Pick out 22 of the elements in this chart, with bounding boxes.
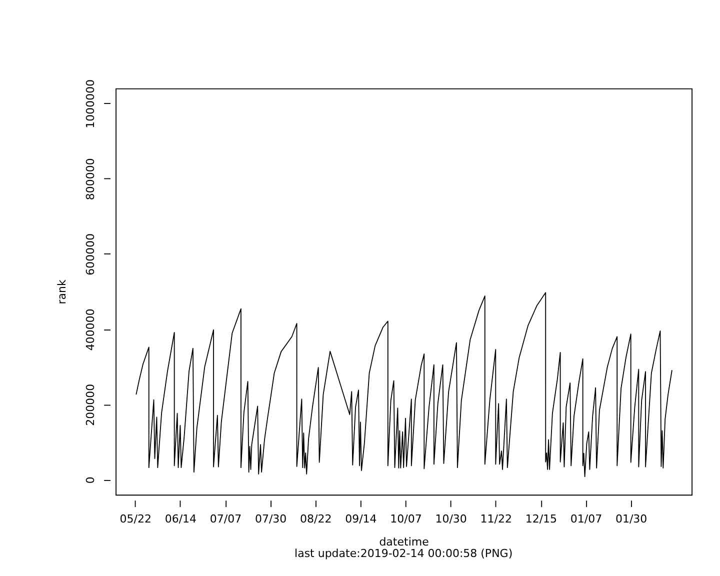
- text: last update:2019-02-14 00:00:58 (PNG): [294, 547, 513, 560]
- x-tick-label: 05/22: [120, 512, 152, 526]
- x-tick-label: 07/30: [254, 512, 287, 526]
- y-tick-label: 200000: [84, 384, 98, 426]
- x-tick-label: 01/07: [570, 512, 602, 526]
- x-tick-label: 11/22: [480, 512, 512, 526]
- x-tick-label: 07/07: [210, 512, 242, 526]
- x-tick-label: 01/30: [615, 512, 648, 526]
- y-tick-label: 800000: [84, 158, 98, 200]
- x-tick-label: 09/14: [345, 512, 377, 526]
- x-axis-title: datetime: [379, 536, 430, 549]
- y-tick-label: 0: [84, 476, 98, 484]
- y-axis-title: rank: [56, 279, 69, 304]
- x-tick-label: 08/22: [300, 512, 332, 526]
- x-tick-label: 12/15: [525, 512, 558, 526]
- x-tick-label: 10/30: [435, 512, 467, 526]
- y-tick-label: 1000000: [84, 79, 98, 128]
- y-tick-label: 400000: [84, 308, 98, 351]
- x-tick-label: 06/14: [164, 512, 197, 526]
- y-tick-label: 600000: [84, 233, 98, 276]
- x-tick-label: 10/07: [390, 512, 422, 526]
- line-series: [136, 292, 672, 478]
